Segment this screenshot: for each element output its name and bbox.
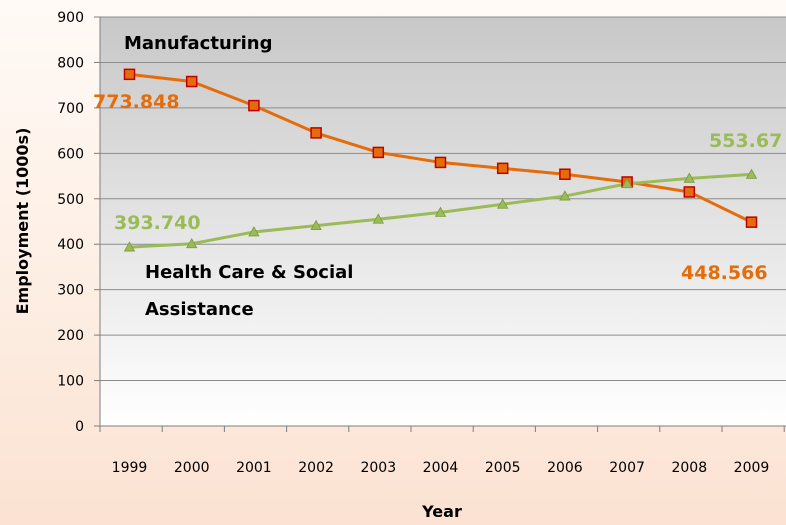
- manufacturing-point-2002: [310, 127, 322, 139]
- manufacturing-point-2001: [248, 99, 260, 112]
- x-tick-label-2000: 2000: [174, 460, 210, 476]
- y-tick-label-100: 100: [57, 374, 84, 390]
- y-tick-label-600: 600: [57, 146, 84, 162]
- manufacturing-point-2003: [372, 146, 385, 159]
- x-tick-label-2007: 2007: [609, 460, 645, 476]
- health-point-2006: [559, 190, 571, 201]
- manufacturing-series-label: Manufacturing: [124, 33, 273, 54]
- health-point-2002: [310, 219, 322, 230]
- health-point-2003: [372, 213, 384, 224]
- x-axis-title: Year: [421, 502, 462, 521]
- mfg-end-value-label: 448.566: [681, 262, 768, 284]
- x-tick-label-2009: 2009: [734, 460, 770, 476]
- y-tick-label-500: 500: [57, 192, 84, 208]
- mfg-start-value-label: 773.848: [93, 91, 180, 113]
- plot-area: [100, 17, 786, 426]
- y-tick-label-0: 0: [75, 419, 84, 435]
- health-point-2004: [434, 206, 447, 217]
- series-markers: [123, 68, 758, 252]
- health-point-2005: [497, 198, 509, 209]
- manufacturing-point-2000: [185, 75, 198, 88]
- x-tick-label-2005: 2005: [485, 460, 521, 476]
- x-tick-label-1999: 1999: [112, 460, 148, 476]
- health-point-2008: [683, 172, 695, 183]
- health-point-2007: [621, 177, 633, 189]
- manufacturing-point-1999: [123, 68, 136, 81]
- manufacturing-point-2006: [559, 168, 571, 180]
- x-tick-label-2004: 2004: [423, 460, 459, 476]
- y-tick-label-300: 300: [57, 283, 84, 299]
- health-point-2009: [745, 168, 758, 179]
- x-tick-label-2003: 2003: [360, 460, 396, 476]
- manufacturing-point-2009: [745, 216, 758, 228]
- health-point-2000: [186, 237, 198, 249]
- manufacturing-point-2005: [496, 162, 509, 175]
- x-tick-label-2008: 2008: [671, 460, 707, 476]
- health-end-value-label: 553.67: [709, 130, 782, 152]
- x-tick-label-2002: 2002: [298, 460, 334, 476]
- y-tick-label-900: 900: [57, 10, 84, 26]
- y-axis-title: Employment (1000s): [13, 128, 32, 315]
- health-point-2001: [248, 226, 260, 237]
- y-tick-label-200: 200: [57, 328, 84, 344]
- manufacturing-point-2004: [434, 156, 447, 169]
- y-tick-label-700: 700: [57, 101, 84, 117]
- health-series-label-line2: Assistance: [145, 299, 254, 320]
- manufacturing-point-2008: [683, 186, 696, 198]
- health-point-1999: [123, 241, 136, 252]
- x-tick-label-2006: 2006: [547, 460, 583, 476]
- y-tick-labels: 0 100 200 300 400 500 600 700 800 900: [57, 10, 84, 435]
- x-tick-label-2001: 2001: [236, 460, 272, 476]
- health-start-value-label: 393.740: [114, 212, 201, 234]
- y-tick-label-800: 800: [57, 55, 84, 71]
- y-tick-label-400: 400: [57, 237, 84, 253]
- health-series-label-line1: Health Care & Social: [145, 262, 353, 283]
- x-tick-labels: 1999 2000 2001 2002 2003 2004 2005 2006 2007 2008…: [112, 460, 770, 476]
- gridlines: [94, 16, 786, 427]
- axes: [99, 17, 786, 432]
